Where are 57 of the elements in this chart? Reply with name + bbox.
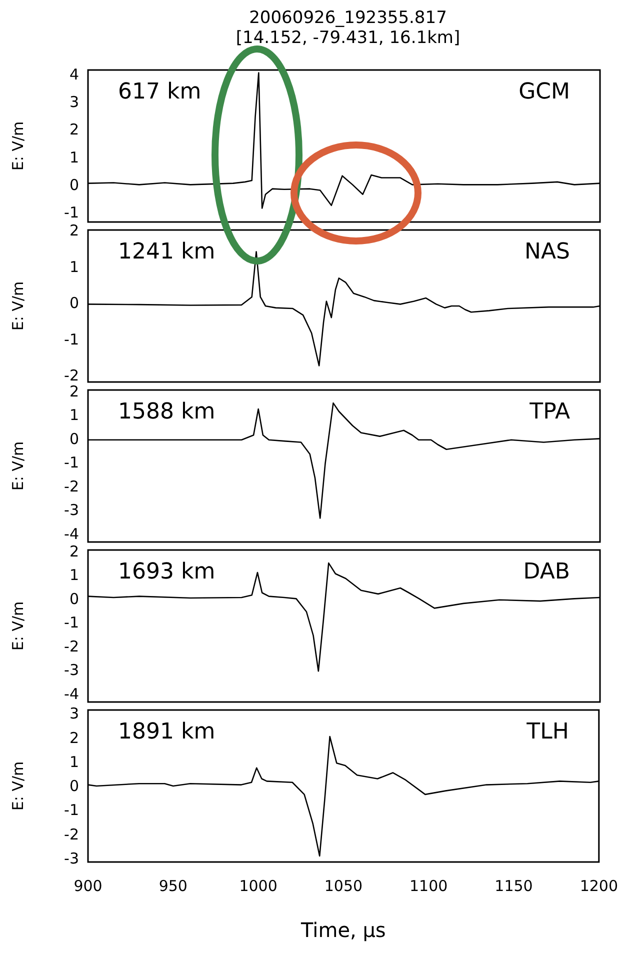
y-tick-label: 1 — [69, 148, 79, 166]
x-axis-title: Time, µs — [300, 918, 386, 942]
y-axis-title: E: V/m — [8, 441, 27, 491]
annotation: 1891 km — [118, 720, 216, 745]
annotation: NAS — [524, 240, 570, 265]
y-tick-label: 1 — [69, 566, 79, 584]
y-tick-label: 2 — [69, 728, 79, 747]
y-tick-label: 2 — [69, 382, 79, 400]
y-tick-label: -1 — [64, 204, 79, 222]
annotation: 1241 km — [118, 240, 216, 265]
x-tick-label: 1050 — [324, 876, 363, 895]
annotation: 1588 km — [118, 400, 216, 425]
y-tick-label: -2 — [64, 825, 79, 844]
y-axis-title: E: V/m — [8, 121, 27, 171]
y-tick-label: -4 — [64, 684, 79, 703]
y-tick-label: 1 — [69, 258, 79, 276]
x-tick-label: 1150 — [494, 876, 533, 895]
x-tick-label: 1100 — [410, 876, 448, 895]
y-tick-label: 0 — [69, 294, 79, 312]
y-tick-label: 0 — [69, 176, 79, 194]
annotation: 1693 km — [118, 560, 216, 585]
x-tick-label: 950 — [158, 876, 188, 895]
x-tick-label: 900 — [74, 876, 102, 895]
y-tick-label: 2 — [69, 120, 79, 139]
y-tick-label: 2 — [69, 222, 79, 240]
annotation: DAB — [523, 560, 570, 585]
y-tick-label: 0 — [69, 430, 79, 448]
y-tick-label: -3 — [64, 661, 79, 680]
chart-title: 20060926_192355.817 — [248, 8, 448, 28]
y-tick-label: -2 — [64, 366, 79, 384]
y-tick-label: -4 — [64, 524, 79, 543]
y-tick-label: 3 — [69, 704, 79, 723]
annotation: GCM — [518, 80, 570, 105]
x-tick-label: 1000 — [239, 876, 278, 895]
y-tick-label: -1 — [64, 801, 79, 820]
y-tick-label: -2 — [64, 477, 79, 496]
y-tick-label: -2 — [64, 637, 79, 656]
y-tick-label: 1 — [69, 406, 79, 424]
y-tick-label: 4 — [69, 65, 79, 84]
x-tick-label: 1200 — [580, 876, 618, 895]
y-tick-label: -1 — [64, 614, 79, 632]
y-tick-label: 0 — [69, 777, 79, 796]
y-tick-label: -1 — [64, 454, 79, 472]
y-tick-label: 1 — [69, 752, 79, 771]
y-tick-label: 2 — [69, 542, 79, 560]
y-tick-label: -3 — [64, 849, 79, 868]
y-axis-title: E: V/m — [8, 761, 27, 811]
y-tick-label: 0 — [69, 590, 79, 608]
y-tick-label: 3 — [69, 93, 79, 112]
annotation: 617 km — [118, 80, 202, 105]
annotation: TPA — [528, 400, 570, 425]
y-axis-title: E: V/m — [8, 601, 27, 651]
y-tick-label: -1 — [64, 330, 79, 348]
y-tick-label: -3 — [64, 501, 79, 520]
chart-subtitle: [14.152, -79.431, 16.1km] — [234, 28, 462, 48]
y-axis-title: E: V/m — [8, 281, 27, 331]
annotation: TLH — [526, 720, 569, 745]
